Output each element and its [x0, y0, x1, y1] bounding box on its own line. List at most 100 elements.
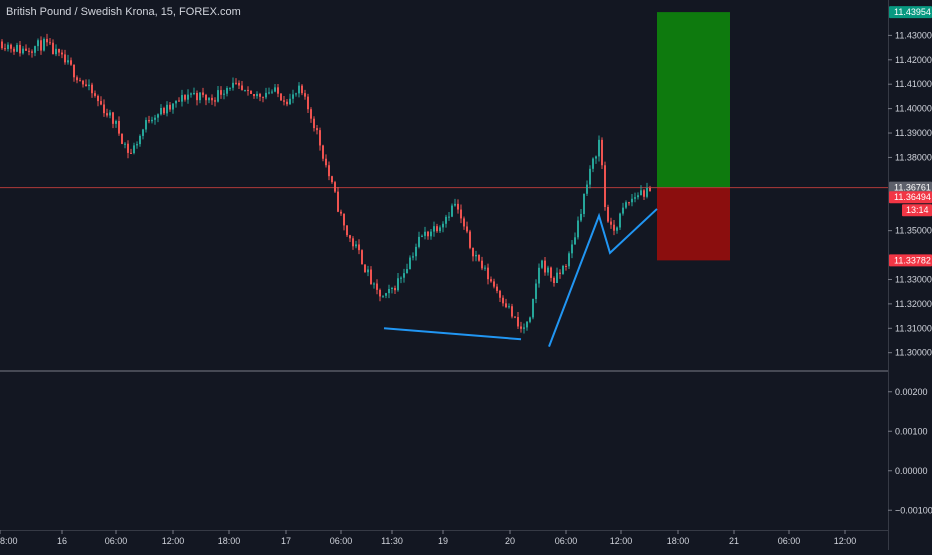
candle-body	[118, 121, 120, 134]
symbol-title[interactable]: British Pound / Swedish Krona, 15, FOREX…	[6, 6, 241, 18]
last-price-label[interactable]: 11.36494	[894, 192, 931, 202]
candle-body	[622, 207, 624, 214]
candle-body	[289, 98, 291, 105]
candle-body	[610, 221, 612, 225]
candle-body	[487, 267, 489, 280]
time-tick-label: 17	[281, 536, 291, 546]
candle-body	[232, 82, 234, 88]
candle-body	[373, 283, 375, 285]
candle-body	[457, 203, 459, 210]
candle-body	[643, 190, 645, 197]
time-tick-label: 06:00	[555, 536, 578, 546]
candle-body	[352, 238, 354, 247]
candle-body	[445, 216, 447, 224]
candle-body	[607, 206, 609, 222]
candle-body	[343, 213, 345, 226]
candle-body	[547, 267, 549, 273]
candle-body	[238, 82, 240, 86]
candle-body	[568, 253, 570, 267]
candle-body	[202, 92, 204, 95]
candle-body	[253, 93, 255, 97]
candle-body	[4, 48, 6, 50]
candle-body	[1, 41, 3, 49]
candle-body	[259, 93, 261, 97]
candle-body	[235, 82, 237, 84]
indicator-tick-label: 0.00100	[895, 426, 928, 436]
candle-body	[322, 145, 324, 159]
candle-body	[52, 42, 54, 55]
current-price-label[interactable]: 11.36761	[894, 183, 931, 193]
candle-body	[427, 231, 429, 237]
trend-line-2[interactable]	[548, 208, 658, 347]
candle-body	[451, 205, 453, 217]
candle-body	[301, 85, 303, 94]
candle-body	[100, 101, 102, 105]
candle-body	[319, 130, 321, 146]
price-tick-label: 11.38000	[895, 152, 932, 162]
candle-body	[295, 93, 297, 95]
candle-body	[124, 143, 126, 145]
candle-body	[217, 90, 219, 102]
candle-body	[139, 135, 141, 145]
candle-body	[133, 145, 135, 154]
candle-body	[589, 168, 591, 185]
candle-body	[616, 227, 618, 231]
candle-body	[223, 93, 225, 95]
candle-body	[166, 104, 168, 114]
trend-line-1[interactable]	[383, 327, 522, 341]
profit-zone[interactable]	[657, 12, 730, 188]
time-tick-label: 06:00	[778, 536, 801, 546]
candle-body	[346, 225, 348, 236]
candle-body	[256, 93, 258, 97]
candle-body	[523, 327, 525, 329]
time-tick-label: 12:00	[610, 536, 633, 546]
time-tick-label: 06:00	[330, 536, 353, 546]
candle-body	[367, 269, 369, 273]
candle-body	[520, 326, 522, 329]
candle-body	[187, 94, 189, 100]
target-price-label-bg	[889, 6, 932, 19]
candle-body	[493, 281, 495, 287]
candle-body	[25, 48, 27, 51]
candle-body	[415, 246, 417, 257]
candle-body	[181, 95, 183, 102]
stop-price-label[interactable]: 11.33782	[894, 255, 931, 265]
candle-body	[637, 195, 639, 198]
drawing-lines[interactable]	[383, 208, 658, 347]
candle-body	[448, 216, 450, 218]
candle-body	[37, 40, 39, 47]
candle-body	[559, 272, 561, 274]
target-price-label[interactable]: 11.43954	[894, 7, 931, 17]
candle-body	[76, 77, 78, 81]
candle-body	[469, 231, 471, 248]
indicator-tick-label: −0.00100	[895, 505, 932, 515]
candle-body	[130, 152, 132, 154]
candle-body	[292, 94, 294, 99]
candle-body	[592, 158, 594, 169]
candle-body	[370, 269, 372, 285]
candle-body	[472, 247, 474, 257]
candle-body	[430, 231, 432, 237]
candlestick-series	[1, 33, 651, 334]
candle-body	[436, 226, 438, 232]
candle-body	[220, 90, 222, 95]
candle-body	[94, 93, 96, 96]
loss-zone[interactable]	[657, 187, 730, 261]
candle-body	[58, 48, 60, 53]
candle-body	[484, 267, 486, 269]
position-zones[interactable]	[0, 12, 888, 261]
candle-body	[628, 202, 630, 204]
time-tick-label: 12:00	[162, 536, 185, 546]
candle-body	[157, 114, 159, 118]
candle-body	[394, 287, 396, 291]
time-tick-label: 8:00	[0, 536, 18, 546]
candle-body	[631, 198, 633, 203]
candle-body	[70, 60, 72, 65]
candle-body	[97, 95, 99, 102]
candle-body	[361, 250, 363, 265]
candle-body	[31, 51, 33, 53]
candle-body	[556, 272, 558, 284]
candle-body	[466, 226, 468, 232]
